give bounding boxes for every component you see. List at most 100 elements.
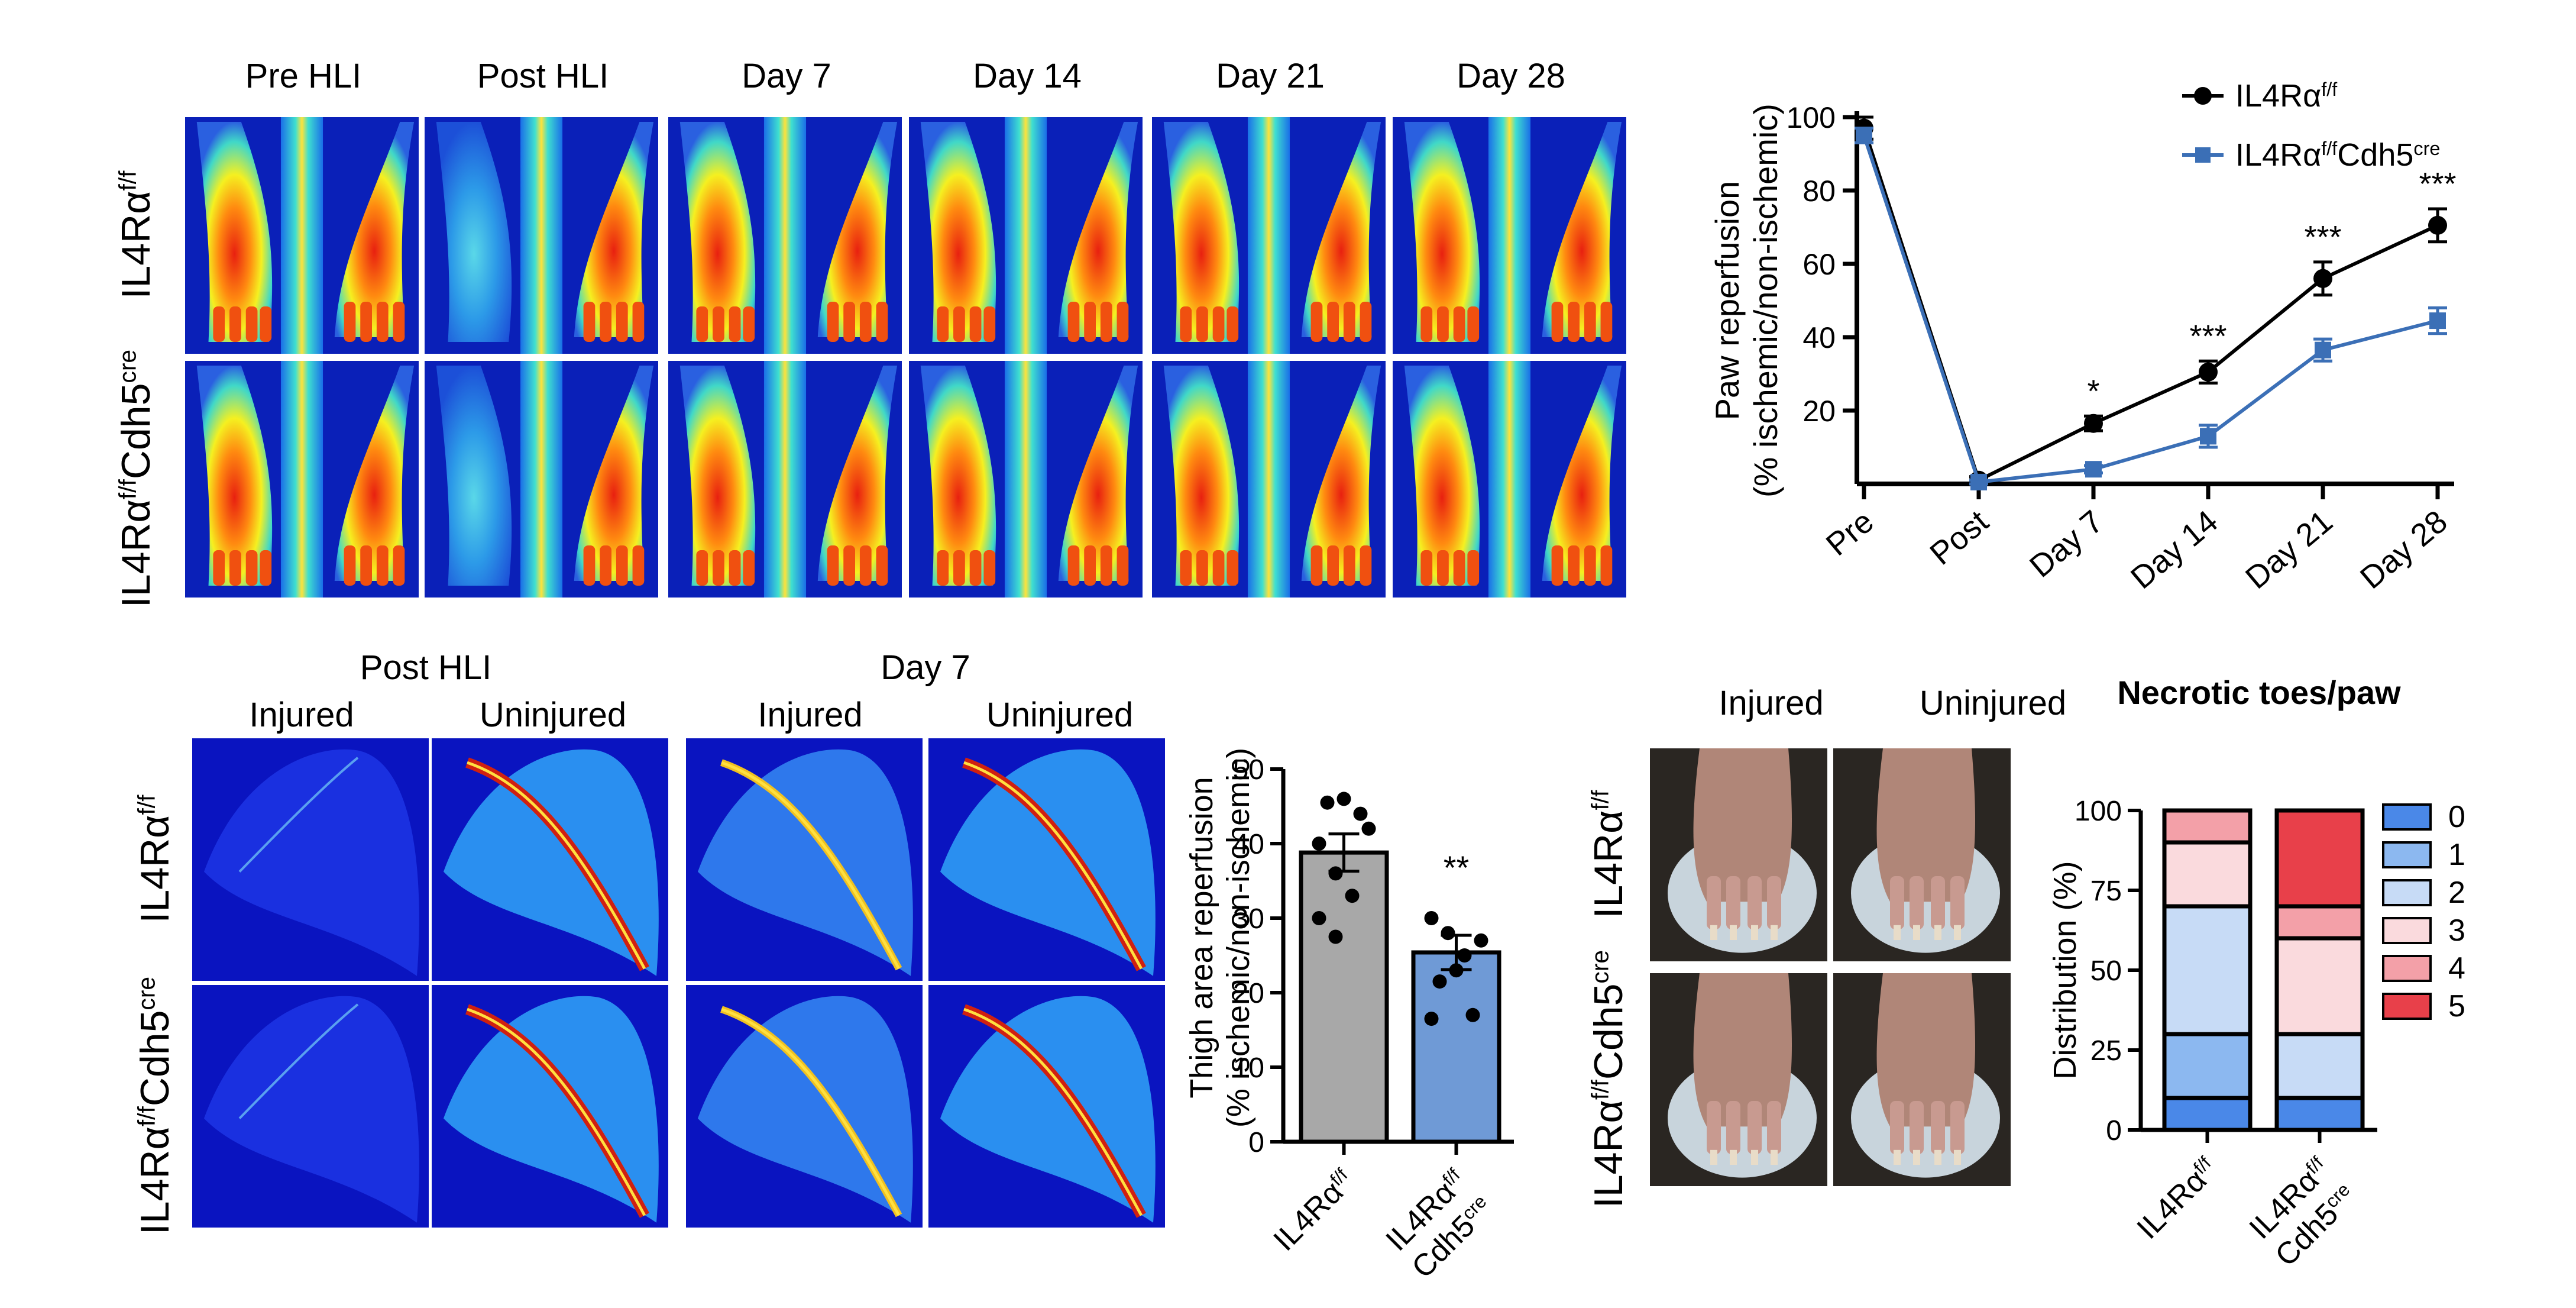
label-superscript: f/f xyxy=(132,795,160,815)
thermal-toe xyxy=(1117,302,1129,342)
thermal-toe xyxy=(344,302,356,342)
y-axis-label: Distribution (%) xyxy=(2047,861,2083,1079)
thermal-cell-r0-c3 xyxy=(909,117,1143,354)
thermal-thigh-image xyxy=(928,985,1165,1228)
thermal-vessel-core xyxy=(721,1007,901,1216)
thermal-toe xyxy=(616,545,628,586)
thermal-right-paw xyxy=(1058,366,1138,581)
y-axis-label-line2: (% ischemic/non-ischemic) xyxy=(1747,104,1784,498)
label-base: IL4Rα xyxy=(132,1126,177,1235)
stack-segment-0-2 xyxy=(2162,904,2253,1036)
paw-photo xyxy=(1833,973,2011,1186)
legend-label: 2 xyxy=(2448,876,2465,910)
photo-claw xyxy=(1710,1149,1717,1165)
thermal-toe xyxy=(1360,302,1372,342)
y-tick-label: 40 xyxy=(1233,829,1264,860)
group-header-1: Day 7 xyxy=(881,648,970,687)
thermal-toe xyxy=(743,306,755,342)
data-point xyxy=(1474,933,1488,948)
thermal-right-paw xyxy=(1301,122,1381,337)
thermal-toe xyxy=(1084,545,1096,586)
thermal-toe xyxy=(1467,550,1480,586)
label-base: IL4Rα xyxy=(132,815,177,923)
y-tick-label: 50 xyxy=(2090,955,2122,987)
thermal-faint-vessel xyxy=(238,757,359,873)
thermal-toe xyxy=(1360,545,1372,586)
label-suffix: Cdh5 xyxy=(114,383,158,480)
photo-toe xyxy=(1910,1101,1924,1154)
thermal-limb xyxy=(698,749,913,976)
label-suffix: Cdh5 xyxy=(132,1010,177,1107)
thermal-toe xyxy=(1437,550,1449,586)
legend-swatch xyxy=(2382,917,2432,944)
label-base: IL4Rα xyxy=(2235,137,2321,173)
thermal-right-paw xyxy=(1542,366,1622,581)
thermal-toe xyxy=(713,550,724,586)
thermal-tail xyxy=(520,361,563,598)
thermal-toe xyxy=(1310,302,1323,342)
thermal-cell-r1-c0 xyxy=(185,361,419,598)
thermal-paw-image xyxy=(425,117,658,354)
photo-toe xyxy=(1950,876,1965,929)
legend-swatch xyxy=(2382,879,2432,906)
y-axis-label-line2: (% ischemic/non-ischemic) xyxy=(1221,748,1256,1128)
legend-label: 1 xyxy=(2448,838,2465,872)
thermal-right-paw xyxy=(817,366,898,581)
photo-claw xyxy=(1954,925,1961,940)
data-point xyxy=(1345,889,1360,903)
thermal-toe xyxy=(1467,306,1480,342)
photo-toe xyxy=(1726,1101,1740,1154)
photo-claw xyxy=(1751,925,1758,940)
thermal-vessel-core xyxy=(721,761,901,970)
thermal-toe xyxy=(583,302,596,342)
label-superscript: f/f xyxy=(2321,138,2338,159)
data-point-square xyxy=(2200,428,2216,445)
data-point-square xyxy=(1856,127,1872,144)
y-tick-label: 20 xyxy=(1233,978,1264,1009)
thermal-toe xyxy=(983,550,996,586)
x-tick-label: IL4Rαf/f xyxy=(2131,1152,2225,1246)
subcolumn-header-0: Injured xyxy=(249,696,354,734)
thermal-toe xyxy=(937,306,949,342)
thermal-toe xyxy=(1453,306,1465,342)
thermal-thigh-image xyxy=(432,985,668,1228)
thermal-cell-r1-c2 xyxy=(668,361,902,598)
data-point-circle xyxy=(2199,362,2218,382)
thermal-left-paw xyxy=(920,122,996,342)
data-point-circle xyxy=(2313,269,2332,288)
thermal-toe xyxy=(859,302,872,342)
thermal-left-paw xyxy=(1163,122,1240,342)
thermal-toe xyxy=(1180,550,1192,586)
legend-label: IL4Rαf/f xyxy=(2235,78,2338,114)
bar-1 xyxy=(1411,950,1501,1144)
thermal-vessel-core xyxy=(963,761,1143,970)
photo-toe xyxy=(1747,876,1762,929)
column-header-1: Post HLI xyxy=(477,57,609,95)
significance-mark: *** xyxy=(2189,318,2227,354)
label-suffix: Cdh5 xyxy=(1586,983,1631,1080)
data-point xyxy=(1353,806,1368,821)
significance-mark: ** xyxy=(1444,849,1470,886)
stack-segment-1-2 xyxy=(2274,1032,2365,1100)
photo-toe xyxy=(1931,876,1945,929)
photo-toe xyxy=(1707,1101,1721,1154)
thermal-toe xyxy=(953,550,965,586)
legend-label: 5 xyxy=(2448,989,2465,1023)
thermal-toe xyxy=(1420,306,1433,342)
thermal-thigh-image xyxy=(686,985,923,1228)
data-point-square xyxy=(1970,473,1987,490)
thigh-cell-r1-c0 xyxy=(192,985,429,1228)
thermal-paw-image xyxy=(1152,117,1386,354)
photo-toe xyxy=(1931,1101,1945,1154)
data-point xyxy=(1432,974,1447,989)
legend-swatch xyxy=(2382,955,2432,982)
thermal-toe xyxy=(729,550,741,586)
thermal-toe xyxy=(583,545,596,586)
thermal-toe xyxy=(1310,545,1323,586)
thermal-paw-image xyxy=(1393,361,1626,598)
label-superscript: f/f xyxy=(114,479,141,500)
paw-photo xyxy=(1833,748,2011,961)
data-point xyxy=(1361,821,1376,836)
legend-marker xyxy=(2195,147,2211,163)
photo-claw xyxy=(1710,925,1717,940)
